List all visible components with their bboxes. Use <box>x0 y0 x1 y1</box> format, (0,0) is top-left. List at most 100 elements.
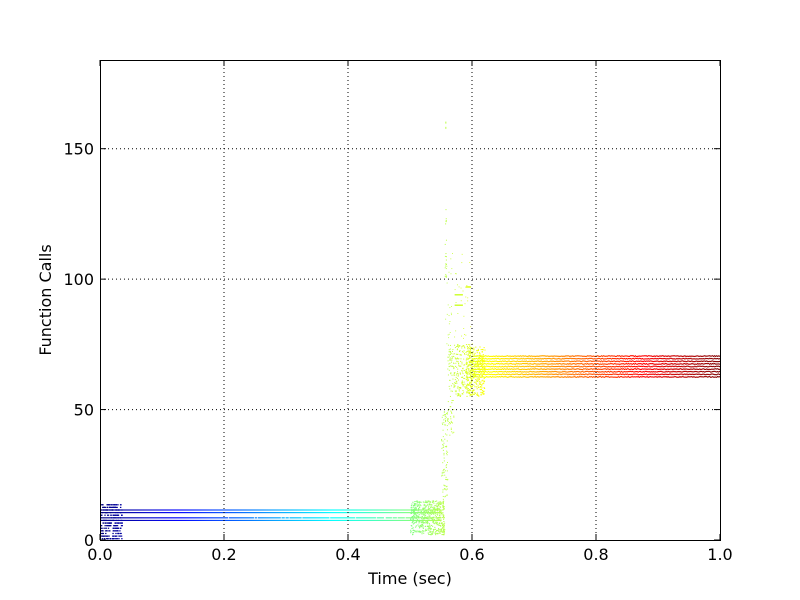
data-point-2719 <box>466 386 468 388</box>
data-point-4144 <box>654 365 656 367</box>
data-point-762 <box>259 517 262 519</box>
data-point-4698 <box>708 360 710 363</box>
data-point-3791 <box>552 368 554 370</box>
data-point-3198 <box>708 376 710 378</box>
data-point-4272 <box>533 363 535 365</box>
data-point-1744 <box>437 528 440 530</box>
data-point-139 <box>112 535 114 537</box>
data-point-4762 <box>523 358 525 360</box>
data-point-4268 <box>529 363 531 365</box>
data-point-2219 <box>446 413 448 415</box>
data-point-4233 <box>494 363 497 365</box>
data-point-4490 <box>501 360 504 362</box>
data-point-1011 <box>181 512 183 514</box>
data-point-1443 <box>268 509 270 511</box>
data-point-4732 <box>493 358 496 360</box>
data-point-2810 <box>477 359 480 361</box>
data-point-122 <box>111 506 113 508</box>
data-point-169 <box>121 525 123 527</box>
data-point-4808 <box>569 357 571 359</box>
data-point-1113 <box>282 512 284 514</box>
data-point-4033 <box>544 366 546 368</box>
data-point-3940 <box>700 368 702 371</box>
data-point-958 <box>128 512 131 514</box>
data-point-4357 <box>617 363 620 365</box>
data-point-608 <box>103 517 106 519</box>
data-point-431 <box>269 519 271 521</box>
data-point-4953 <box>713 358 715 360</box>
data-point-3701 <box>711 371 713 373</box>
data-point-3111 <box>621 376 624 378</box>
data-point-617 <box>112 517 115 519</box>
data-point-3865 <box>625 368 628 370</box>
data-point-2918 <box>473 389 475 391</box>
data-point-2415 <box>447 344 449 346</box>
data-point-3200 <box>710 376 712 378</box>
data-point-1818 <box>433 513 435 515</box>
data-point-3060 <box>571 376 573 378</box>
data-point-2765 <box>476 386 478 388</box>
data-point-2916 <box>473 365 476 367</box>
data-point-1836 <box>414 503 416 505</box>
data-point-3463 <box>474 370 477 372</box>
data-point-2618 <box>455 294 457 296</box>
data-point-219 <box>119 504 122 506</box>
data-point-3000 <box>511 376 513 378</box>
data-point-809 <box>310 517 312 519</box>
data-point-4958 <box>718 358 720 360</box>
data-point-4746 <box>507 358 510 360</box>
data-point-458 <box>296 519 298 521</box>
data-point-3780 <box>541 368 543 370</box>
data-point-1545 <box>369 509 372 511</box>
data-point-4222 <box>483 363 486 365</box>
data-point-4950 <box>710 358 712 360</box>
data-point-1511 <box>336 509 338 511</box>
data-point-398 <box>236 519 239 521</box>
data-point-1876 <box>427 501 429 503</box>
data-point-4235 <box>496 363 499 365</box>
data-point-4395 <box>655 363 657 365</box>
data-point-2960 <box>472 376 474 378</box>
data-point-4420 <box>680 363 682 365</box>
data-point-387 <box>225 519 228 521</box>
data-point-1166 <box>335 512 337 514</box>
data-point-2532 <box>467 346 469 348</box>
data-point-2174 <box>444 438 446 440</box>
data-point-4505 <box>516 360 518 362</box>
data-point-1142 <box>311 512 313 514</box>
data-point-4488 <box>499 360 502 362</box>
data-point-637 <box>132 517 135 519</box>
data-point-3751 <box>512 368 514 370</box>
data-point-1864 <box>427 500 429 502</box>
data-point-2664 <box>468 384 470 386</box>
data-point-2992 <box>503 376 506 378</box>
data-point-3191 <box>701 376 703 378</box>
data-point-369 <box>208 519 210 521</box>
data-point-4599 <box>609 361 612 363</box>
data-point-4010 <box>521 365 523 367</box>
data-point-2208 <box>463 381 465 383</box>
data-point-775 <box>272 517 274 519</box>
data-point-4589 <box>599 361 602 363</box>
data-point-1241 <box>409 512 411 514</box>
data-point-424 <box>262 519 264 521</box>
data-point-4347 <box>607 363 610 365</box>
data-point-3402 <box>662 373 664 375</box>
data-point-3596 <box>606 371 609 373</box>
data-point-545 <box>382 519 385 521</box>
data-point-4650 <box>660 360 662 362</box>
data-point-4226 <box>487 363 490 365</box>
data-point-4522 <box>533 361 535 363</box>
data-point-1558 <box>382 509 385 511</box>
data-point-3526 <box>537 371 539 373</box>
data-point-2068 <box>433 502 435 504</box>
data-point-3005 <box>516 376 518 378</box>
data-point-1924 <box>413 505 415 507</box>
data-point-543 <box>380 519 383 521</box>
data-point-2600 <box>447 334 449 336</box>
data-point-4779 <box>540 358 542 360</box>
data-point-4736 <box>497 357 500 359</box>
data-point-1592 <box>416 509 418 511</box>
data-point-182 <box>106 530 108 532</box>
data-point-1301 <box>127 509 130 511</box>
